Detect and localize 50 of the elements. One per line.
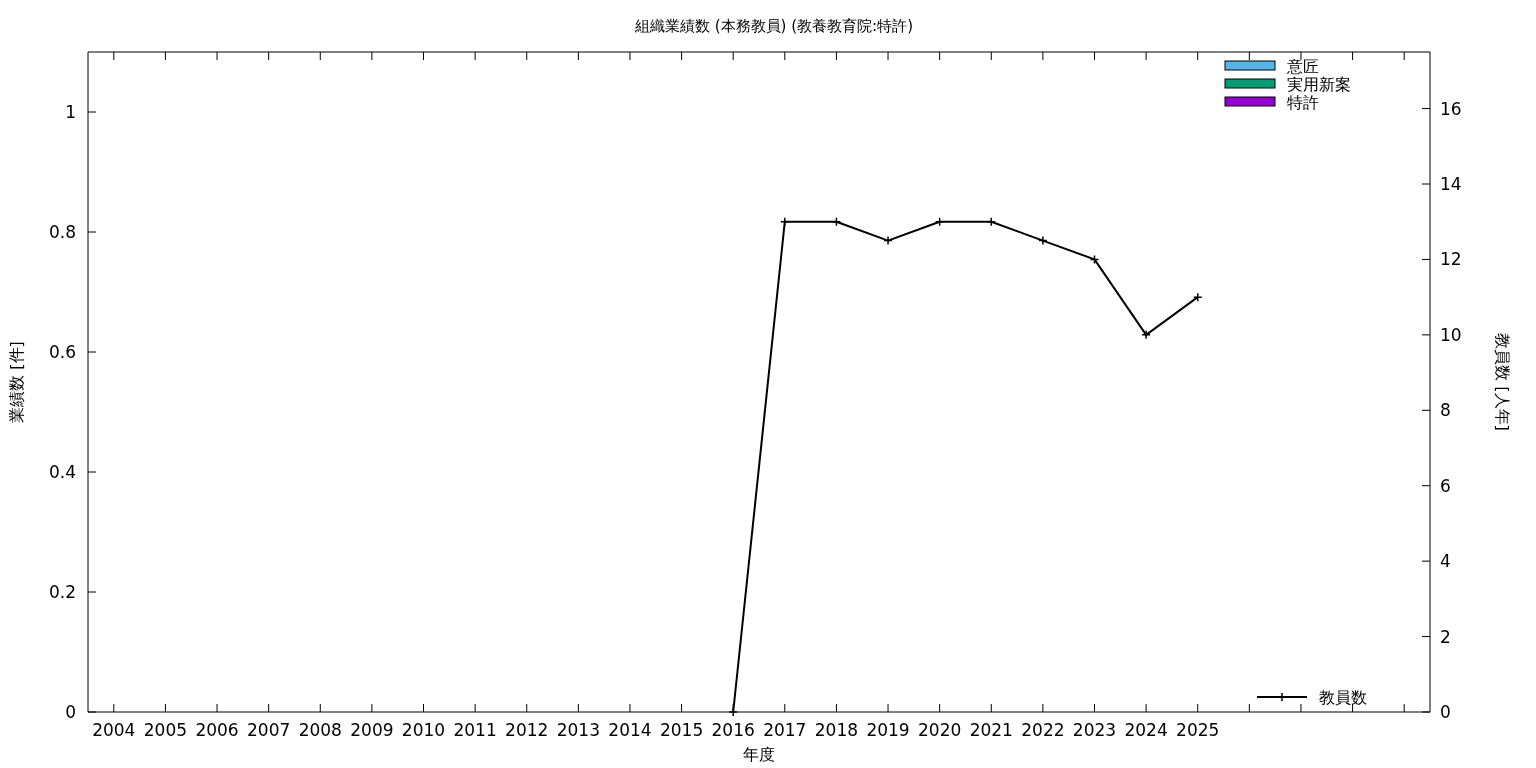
x-tick-label: 2010: [401, 720, 446, 740]
y2-tick-label: 6: [1440, 475, 1451, 496]
x-tick-label: 2013: [556, 720, 600, 740]
point: [883, 235, 893, 246]
x-axis-title: 年度: [743, 745, 775, 764]
x-tick-label: 2006: [195, 720, 239, 740]
chart-title: 組織業績数 (本務教員) (教養教育院:特許): [634, 17, 913, 35]
legend-label: 特許: [1287, 93, 1319, 112]
x-tick-label: 2017: [763, 720, 807, 740]
point: [780, 216, 790, 227]
x-tick-label: 2012: [505, 720, 549, 740]
legend-label: 意匠: [1286, 57, 1319, 76]
y2-axis-title: 教員数 [人年]: [1493, 333, 1512, 431]
y-tick-label: 0.4: [48, 462, 76, 482]
x-tick-label: 2021: [969, 720, 1013, 740]
y2-tick-label: 14: [1440, 174, 1462, 194]
x-tick-label: 2015: [659, 720, 704, 740]
x-tick-label: 2025: [1176, 720, 1220, 740]
legend-label: 実用新案: [1287, 75, 1351, 94]
y-axis-title: 業績数 [件]: [7, 341, 26, 423]
point: [1192, 292, 1203, 302]
x-tick-label: 2022: [1021, 720, 1065, 740]
x-tick-label: 2016: [711, 720, 755, 740]
x-tick-label: 2019: [866, 720, 910, 740]
legend-label: 教員数: [1319, 688, 1367, 707]
x-tick-label: 2020: [918, 720, 962, 740]
x-tick-label: 2007: [247, 720, 291, 740]
y2-tick-label: 0: [1440, 702, 1451, 722]
x-tick-label: 2008: [298, 720, 342, 740]
point: [1038, 235, 1048, 246]
point: [1141, 330, 1151, 340]
y-tick-label: 0.6: [48, 342, 76, 362]
x-tick-label: 2023: [1072, 720, 1117, 740]
y-tick-label: 0: [65, 702, 76, 722]
y2-tick-label: 8: [1440, 400, 1451, 421]
x-tick-label: 2014: [608, 720, 652, 740]
x-tick-label: 2018: [814, 720, 859, 740]
y2-tick-label: 2: [1440, 626, 1451, 647]
y2-tick-label: 10: [1440, 324, 1462, 345]
x-tick-label: 2005: [143, 720, 188, 740]
y2-tick-label: 16: [1440, 98, 1462, 119]
x-tick-label: 2011: [453, 720, 497, 740]
y2-tick-label: 4: [1440, 551, 1451, 572]
x-tick-label: 2009: [350, 720, 394, 740]
y-tick-label: 0.8: [48, 222, 76, 242]
x-tick-label: 2004: [92, 720, 136, 740]
y-tick-label: 0.2: [48, 582, 76, 602]
y-tick-label: 1: [65, 102, 76, 122]
y2-tick-label: 12: [1440, 249, 1462, 270]
x-tick-label: 2024: [1124, 720, 1168, 740]
